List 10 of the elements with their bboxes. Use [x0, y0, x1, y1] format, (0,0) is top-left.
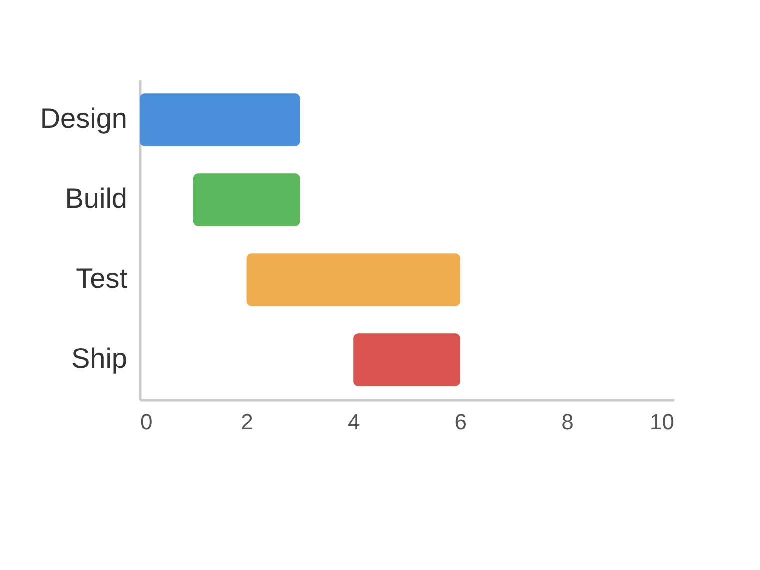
y-tick-label: Build — [65, 183, 128, 214]
x-tick-label: 10 — [650, 410, 674, 434]
y-tick-label: Test — [76, 263, 128, 294]
y-tick-label: Design — [40, 103, 128, 134]
x-tick-label: 4 — [348, 410, 360, 434]
x-tick-label: 6 — [454, 410, 468, 434]
x-tick-label: 8 — [562, 410, 574, 434]
y-tick-label: Ship — [71, 343, 128, 374]
x-tick-label: 2 — [241, 410, 254, 434]
x-tick-label: 0 — [140, 410, 153, 434]
